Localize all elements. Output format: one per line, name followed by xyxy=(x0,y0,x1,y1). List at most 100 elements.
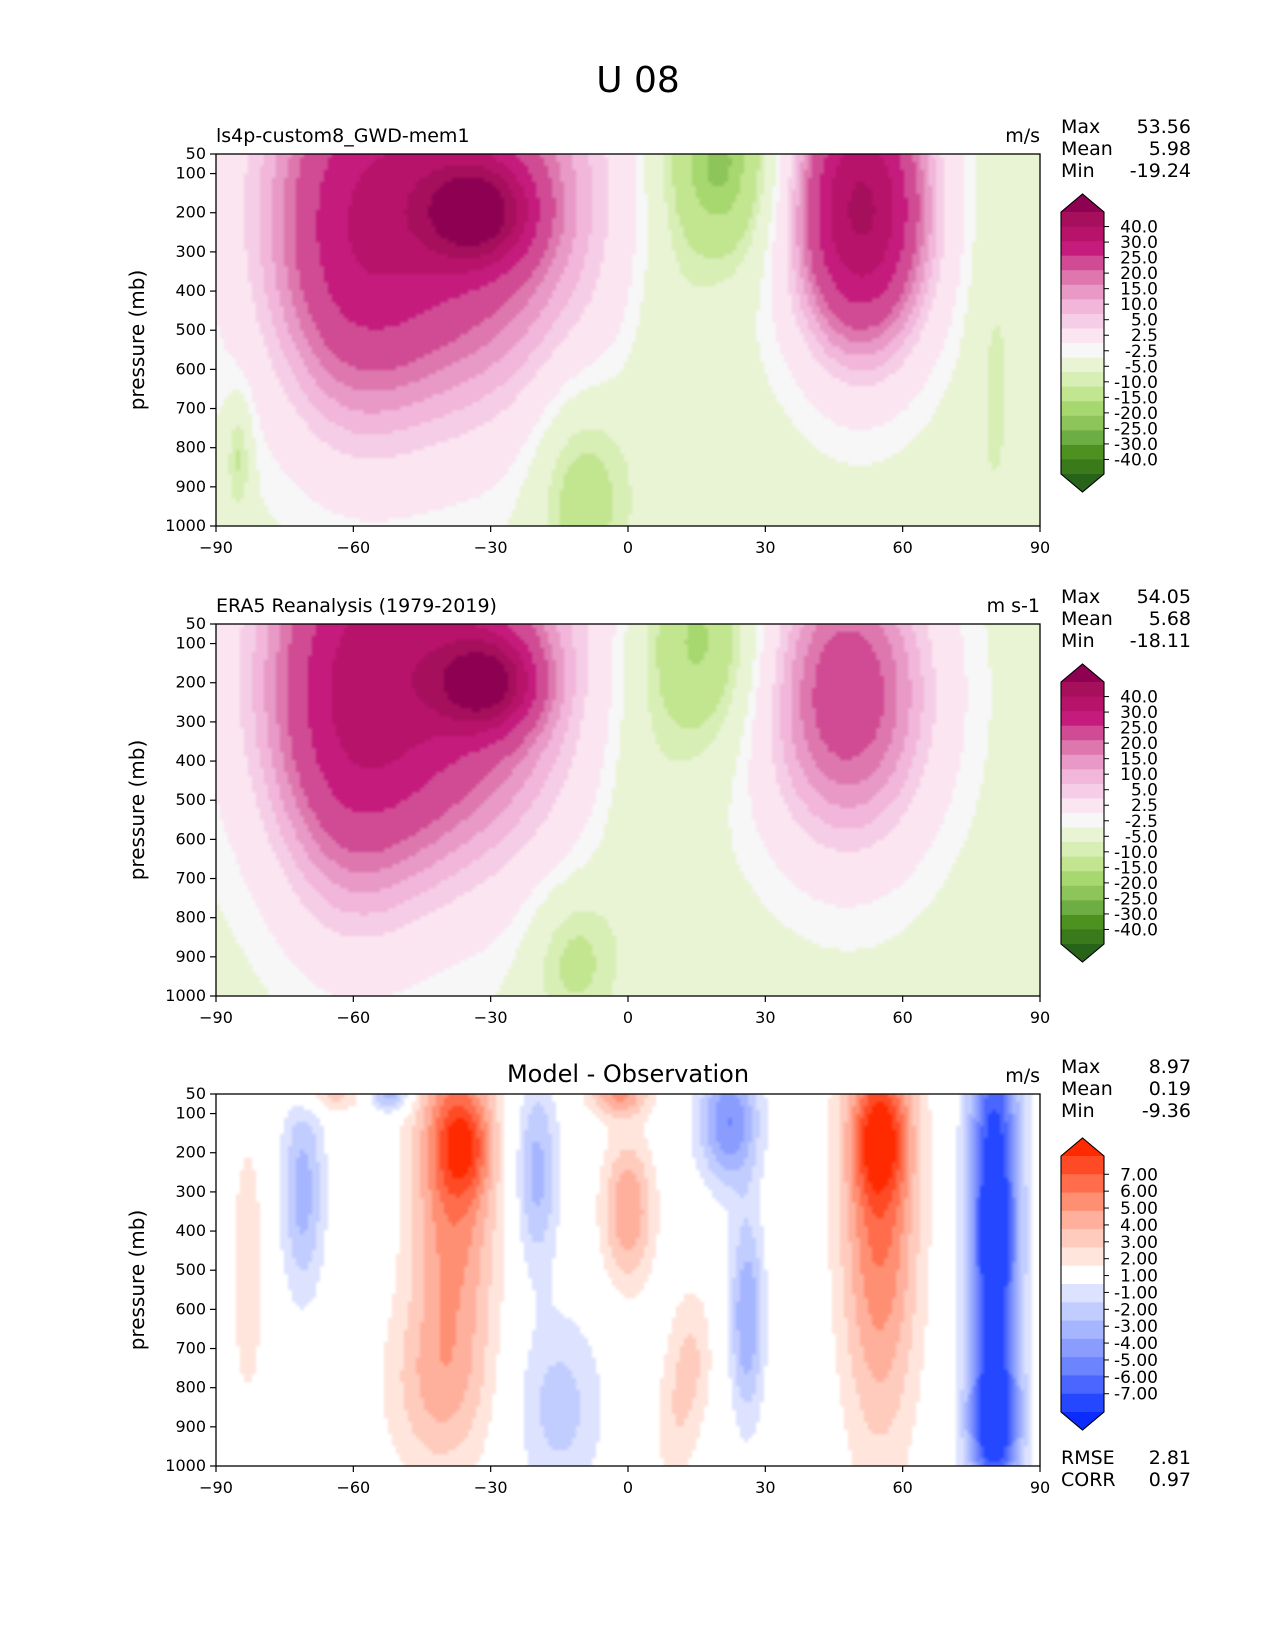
y-tick-label: 100 xyxy=(175,1104,206,1123)
x-tick-label: 0 xyxy=(623,538,633,557)
colorbar-level-label: -5.0 xyxy=(1125,827,1158,847)
y-tick-label: 300 xyxy=(175,1182,206,1201)
corr-label: CORR xyxy=(1061,1469,1116,1491)
colorbar-level-label: -30.0 xyxy=(1114,905,1158,925)
stat-mean-value: 5.98 xyxy=(1149,138,1191,160)
y-axis-label: pressure (mb) xyxy=(125,1210,149,1351)
colorbar-swatch xyxy=(1061,459,1104,475)
colorbar-level-label: 2.5 xyxy=(1131,326,1158,346)
y-tick-label: 200 xyxy=(175,203,206,222)
colorbar-swatch xyxy=(1061,1156,1104,1175)
colorbar-level-label: -25.0 xyxy=(1114,419,1158,439)
colorbar-swatch xyxy=(1061,1210,1104,1230)
x-tick-label: −90 xyxy=(199,1478,233,1497)
colorbar-swatch xyxy=(1061,929,1104,945)
y-axis-label: pressure (mb) xyxy=(125,270,149,411)
colorbar-swatch xyxy=(1061,357,1104,373)
stat-max-label: Max xyxy=(1061,586,1100,608)
colorbar-swatch xyxy=(1061,1192,1104,1212)
corr-value: 0.97 xyxy=(1149,1469,1191,1491)
stat-max-value: 54.05 xyxy=(1137,586,1191,608)
colorbar-level-label: 7.00 xyxy=(1120,1165,1158,1185)
colorbar-swatch xyxy=(1061,754,1104,770)
colorbar-swatch xyxy=(1061,740,1104,756)
y-tick-label: 600 xyxy=(175,829,206,848)
x-tick-label: 30 xyxy=(755,1008,775,1027)
stat-mean-value: 0.19 xyxy=(1149,1078,1191,1100)
colorbar-swatch xyxy=(1061,299,1104,315)
colorbar-swatch xyxy=(1061,1247,1104,1267)
x-tick-label: −60 xyxy=(336,1008,370,1027)
y-tick-label: 700 xyxy=(175,399,206,418)
colorbar-swatch xyxy=(1061,696,1104,712)
colorbar-level-label: -25.0 xyxy=(1114,889,1158,909)
colorbar-swatch xyxy=(1061,842,1104,858)
y-tick-label: 900 xyxy=(175,477,206,496)
x-tick-label: −30 xyxy=(474,1478,508,1497)
y-tick-label: 800 xyxy=(175,908,206,927)
contour-field-observation xyxy=(216,624,1040,996)
y-tick-label: 100 xyxy=(175,634,206,653)
colorbar-level-label: -6.00 xyxy=(1114,1368,1158,1388)
y-tick-label: 200 xyxy=(175,1143,206,1162)
colorbar-level-label: 6.00 xyxy=(1120,1182,1158,1202)
contour-field-difference xyxy=(216,1094,1040,1466)
colorbar-extend-max xyxy=(1061,194,1104,212)
colorbar-swatch xyxy=(1061,313,1104,329)
colorbar-outline xyxy=(1060,663,1105,963)
y-tick-label: 500 xyxy=(175,790,206,809)
colorbar-swatch xyxy=(1061,401,1104,417)
colorbar-level-label: -30.0 xyxy=(1114,435,1158,455)
x-tick-label: 60 xyxy=(892,1478,912,1497)
y-tick-label: 50 xyxy=(186,144,206,163)
colorbar-swatch xyxy=(1061,783,1104,799)
x-tick-label: −60 xyxy=(336,1478,370,1497)
panel-title-left: ls4p-custom8_GWD-mem1 xyxy=(216,125,470,147)
y-tick-label: 400 xyxy=(175,1221,206,1240)
panel-title-left: ERA5 Reanalysis (1979-2019) xyxy=(216,595,497,617)
stat-min-label: Min xyxy=(1061,630,1095,652)
colorbar-swatch xyxy=(1061,430,1104,446)
units-label: m s-1 xyxy=(987,595,1040,617)
y-tick-label: 300 xyxy=(175,712,206,731)
x-tick-label: 60 xyxy=(892,1008,912,1027)
colorbar-level-label: -15.0 xyxy=(1114,388,1158,408)
y-tick-label: 1000 xyxy=(165,516,206,535)
x-tick-label: 30 xyxy=(755,538,775,557)
colorbar-swatch xyxy=(1061,343,1104,359)
units-label: m/s xyxy=(1005,1065,1040,1087)
colorbar-swatch xyxy=(1061,1265,1104,1285)
colorbar-swatch xyxy=(1061,372,1104,388)
colorbar-level-label: -40.0 xyxy=(1114,450,1158,470)
rmse-value: 2.81 xyxy=(1149,1447,1191,1469)
y-tick-label: 1000 xyxy=(165,1456,206,1475)
y-tick-label: 400 xyxy=(175,281,206,300)
colorbar-swatch xyxy=(1061,386,1104,402)
colorbar-swatch xyxy=(1061,813,1104,829)
x-tick-label: −90 xyxy=(199,1008,233,1027)
colorbar-swatch xyxy=(1061,241,1104,257)
colorbar-extend-max xyxy=(1061,1138,1104,1156)
colorbar-outline xyxy=(1060,1137,1105,1431)
colorbar-level-label: 3.00 xyxy=(1120,1233,1158,1253)
x-tick-label: −60 xyxy=(336,538,370,557)
stat-mean-label: Mean xyxy=(1061,1078,1113,1100)
colorbar-level-label: 2.5 xyxy=(1131,796,1158,816)
x-tick-label: 0 xyxy=(623,1008,633,1027)
colorbar-level-label: 5.0 xyxy=(1131,311,1158,331)
colorbar-extend-max xyxy=(1061,664,1104,682)
colorbar-level-label: -10.0 xyxy=(1114,373,1158,393)
colorbar-swatch xyxy=(1061,226,1104,242)
colorbar-swatch xyxy=(1061,885,1104,901)
stat-max-label: Max xyxy=(1061,116,1100,138)
colorbar-level-label: -15.0 xyxy=(1114,858,1158,878)
colorbar-swatch xyxy=(1061,1320,1104,1340)
x-tick-label: 90 xyxy=(1030,1008,1050,1027)
stat-min-value: -9.36 xyxy=(1142,1100,1191,1122)
colorbar-swatch xyxy=(1061,1229,1104,1248)
stat-max-label: Max xyxy=(1061,1056,1100,1078)
colorbar-swatch xyxy=(1061,769,1104,785)
colorbar-swatch xyxy=(1061,415,1104,431)
contour-field-model xyxy=(216,154,1040,526)
